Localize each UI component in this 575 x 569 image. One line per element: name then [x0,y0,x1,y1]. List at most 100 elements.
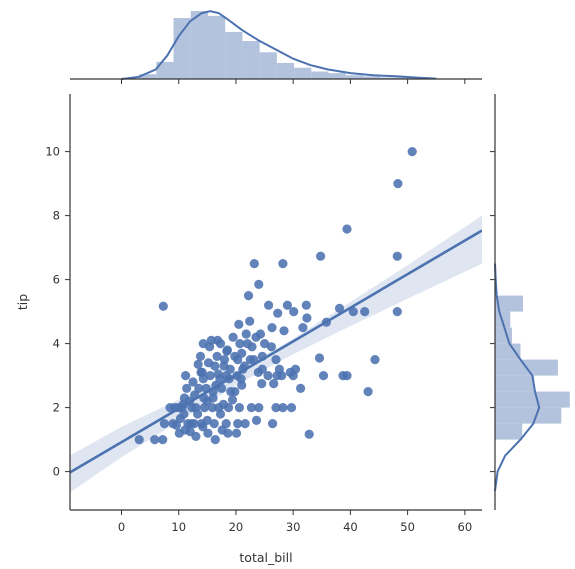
scatter-point [191,431,201,441]
scatter-point [227,395,238,405]
scatter-point [285,367,295,377]
scatter-point [251,415,262,425]
scatter-point [237,348,247,358]
scatter-point [249,259,259,269]
scatter-point [234,403,244,413]
x-hist-bar [362,76,381,79]
scatter-point [206,335,216,345]
scatter-point [363,387,373,397]
scatter-point [150,435,160,445]
scatter-point [222,345,232,355]
x-tick-label: 30 [286,520,301,534]
scatter-point [236,374,246,384]
x-hist-bar [259,52,277,79]
scatter-point [207,403,218,413]
x-hist-bar [345,75,363,79]
y-hist-bar [495,407,562,424]
scatter-point [269,379,279,389]
x-hist-bar [156,61,174,79]
scatter-point [215,374,225,384]
scatter-point [282,300,292,310]
x-hist-bar [276,62,295,79]
scatter-point [228,332,238,342]
scatter-point [254,403,264,413]
x-hist-bar [190,11,208,79]
scatter-point [179,409,189,419]
scatter-point [233,419,243,429]
scatter-point [253,367,263,377]
scatter-point [181,371,191,381]
scatter-point [314,353,325,363]
y-tick-label: 6 [53,273,60,287]
scatter-point [215,409,226,419]
scatter-point [245,355,255,365]
scatter-point [342,224,352,234]
scatter-point [278,259,288,269]
scatter-point [241,329,251,339]
scatter-point [195,351,206,361]
scatter-point [273,308,283,318]
scatter-point [205,371,215,381]
y-hist-bar [495,423,523,440]
x-kde-curve [121,10,437,80]
regression-line [70,229,482,474]
y-tick-label: 8 [53,209,60,223]
scatter-point [274,364,284,374]
y-hist-bar [495,343,521,360]
x-tick-label: 60 [458,520,473,534]
x-hist-bar [328,73,346,79]
y-tick-label: 0 [53,465,60,479]
scatter-point [134,435,144,445]
scatter-point [407,147,417,157]
x-hist-bar [242,41,260,79]
x-hist-bar [294,67,312,79]
scatter-point [271,355,281,365]
scatter-point [271,403,281,413]
scatter-point [263,371,273,381]
confidence-band [70,215,482,493]
scatter-point [202,415,212,425]
scatter-point [202,396,212,406]
x-hist-bar [311,71,329,79]
scatter-point [194,383,204,393]
scatter-point [243,291,254,301]
scatter-point [225,364,235,374]
scatter-point [251,332,261,342]
x-hist-bar [173,18,191,79]
scatter-point [370,355,380,365]
scatter-point [182,383,192,393]
y-tick-label: 4 [53,337,60,351]
scatter-point [158,301,168,311]
scatter-point [242,339,252,349]
scatter-point [393,179,403,189]
scatter-point [301,300,311,310]
scatter-point [266,342,276,352]
x-tick-label: 20 [229,520,244,534]
scatter-point [348,307,358,317]
scatter-point [193,409,203,419]
scatter-point [268,419,278,429]
y-axis-label: tip [15,294,30,310]
scatter-point [278,403,288,413]
x-hist-bar [139,74,157,79]
scatter-point [198,422,208,432]
scatter-point [171,420,181,430]
top-marginal-histogram [70,10,482,84]
scatter-point [316,251,326,261]
scatter-point [219,355,230,365]
x-tick-label: 50 [400,520,415,534]
scatter-point [302,313,312,323]
scatter-point [188,377,198,387]
x-hist-bar [225,31,243,80]
x-tick-label: 40 [343,520,358,534]
x-hist-bar [397,76,415,79]
y-hist-bar [495,295,524,312]
scatter-point [196,367,206,377]
main-scatter-plot: 0 10 20 30 40 50 60 0 2 4 6 8 10 [45,94,482,534]
scatter-point [226,387,236,397]
scatter-point [245,316,255,326]
y-hist-bar [495,391,570,408]
y-kde-curve [494,263,541,491]
scatter-point [203,428,213,438]
